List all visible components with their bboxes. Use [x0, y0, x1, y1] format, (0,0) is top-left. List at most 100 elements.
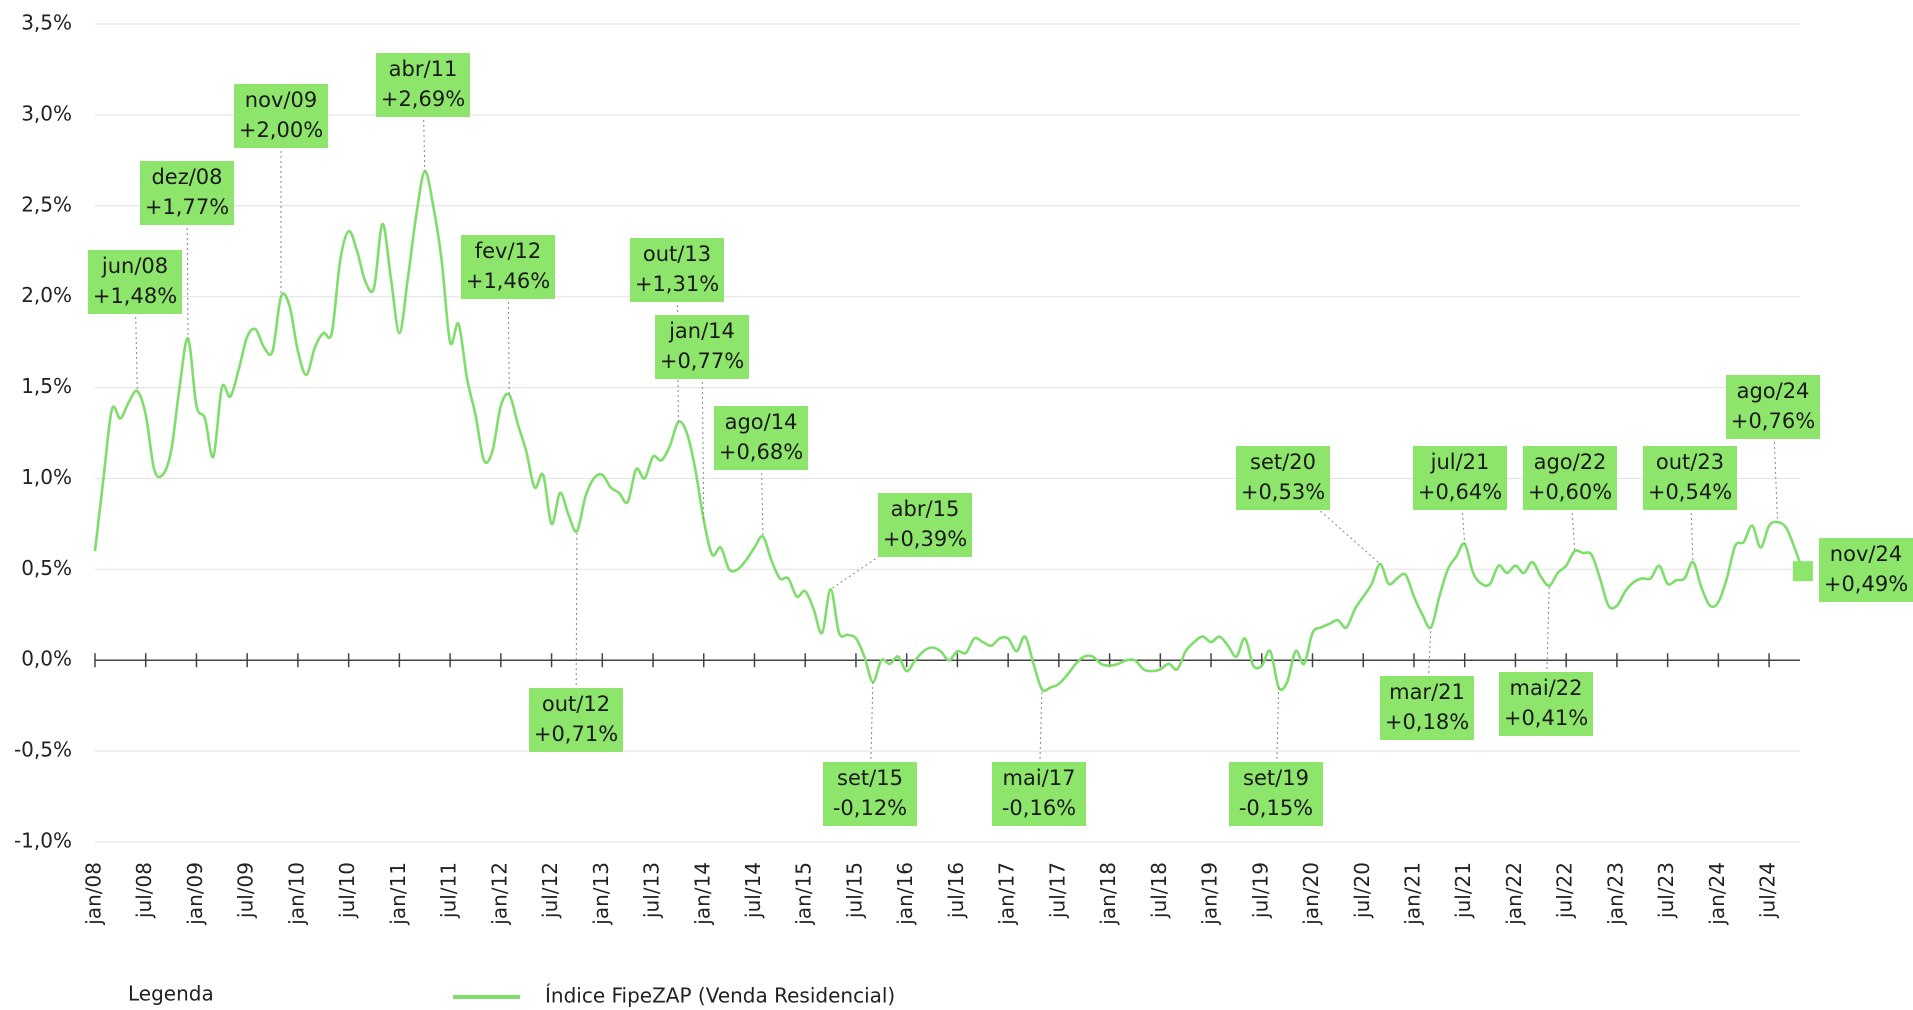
x-tick-label: jul/23: [1654, 862, 1678, 919]
annotation-label: ago/22: [1534, 450, 1607, 474]
annotation-box: [234, 84, 328, 148]
x-tick-label: jul/10: [335, 862, 359, 919]
x-tick-label: jan/12: [487, 862, 511, 926]
leader-line: [1772, 406, 1779, 523]
annotation-box: [1229, 762, 1323, 826]
annotation-box: [655, 315, 749, 379]
y-tick-label: 1,5%: [21, 374, 72, 398]
x-tick-label: jul/15: [842, 862, 866, 919]
annotation-value: -0,12%: [833, 796, 907, 820]
annotation-label: jan/14: [668, 319, 735, 343]
annotation-value: +1,46%: [466, 269, 550, 293]
annotation-value: +2,00%: [239, 118, 323, 142]
leader-line: [869, 682, 874, 795]
x-tick-label: jan/16: [893, 862, 917, 926]
annotation-label: out/13: [643, 242, 711, 266]
annotation-label: ago/24: [1737, 379, 1810, 403]
x-tick-label: jul/19: [1248, 862, 1272, 919]
annotation-value: +0,71%: [534, 722, 618, 746]
annotation-box: [878, 493, 972, 557]
annotation-box: [529, 688, 623, 752]
x-tick-label: jul/16: [944, 862, 968, 919]
annotation-box: [1413, 446, 1507, 510]
annotation-box: [88, 250, 182, 314]
annotation-box: [1643, 446, 1737, 510]
x-tick-label: jul/20: [1350, 862, 1374, 919]
annotation-value: +0,64%: [1418, 480, 1502, 504]
annotation-label: abr/15: [891, 497, 960, 521]
leader-line: [422, 84, 426, 172]
annotation-value: +0,77%: [660, 349, 744, 373]
x-tick-label: jan/13: [589, 862, 613, 926]
leader-line: [701, 346, 705, 521]
y-tick-label: -0,5%: [14, 738, 72, 762]
annotation-box: [1499, 672, 1593, 736]
x-tick-label: jan/18: [1096, 862, 1120, 926]
legend-title: Legenda: [128, 982, 214, 1006]
x-tick-label: jul/12: [538, 862, 562, 919]
annotation-label: nov/24: [1830, 542, 1902, 566]
annotation-box: [1523, 446, 1617, 510]
x-tick-label: jul/18: [1147, 862, 1171, 919]
annotation-value: +0,49%: [1824, 572, 1908, 596]
annotation-box: [823, 762, 917, 826]
annotation-value: +2,69%: [381, 87, 465, 111]
annotation-box: [630, 238, 724, 302]
annotation-value: +0,68%: [719, 440, 803, 464]
annotation-box: [992, 762, 1086, 826]
annotation-label: out/23: [1656, 450, 1724, 474]
annotation-value: +1,77%: [145, 195, 229, 219]
y-tick-label: 1,0%: [21, 465, 72, 489]
legend-label: Índice FipeZAP (Venda Residencial): [545, 984, 895, 1008]
annotation-label: set/20: [1250, 450, 1316, 474]
annotation-label: mai/17: [1003, 766, 1076, 790]
annotation-label: ago/14: [725, 410, 798, 434]
annotation-value: +0,41%: [1504, 706, 1588, 730]
x-tick-label: jan/21: [1400, 862, 1424, 926]
annotation-label: out/12: [542, 692, 610, 716]
annotation-label: abr/11: [389, 57, 458, 81]
annotation-label: jun/08: [101, 254, 168, 278]
annotation-box: [1236, 446, 1330, 510]
y-tick-label: 0,0%: [21, 647, 72, 671]
annotation-value: +0,60%: [1528, 480, 1612, 504]
leader-line: [1569, 477, 1576, 552]
x-tick-label: jan/15: [792, 862, 816, 926]
annotation-value: +1,31%: [635, 272, 719, 296]
annotation-label: fev/12: [475, 239, 542, 263]
annotation-box: [714, 406, 808, 470]
x-tick-label: jul/14: [741, 862, 765, 919]
x-tick-label: jan/22: [1502, 862, 1526, 926]
x-tick-label: jul/17: [1045, 862, 1069, 919]
annotation-label: mar/21: [1389, 680, 1465, 704]
annotation-label: nov/09: [245, 88, 317, 112]
y-tick-label: 3,0%: [21, 101, 72, 125]
y-tick-label: 2,5%: [21, 192, 72, 216]
annotation-label: dez/08: [151, 165, 222, 189]
annotation-value: +0,53%: [1241, 480, 1325, 504]
x-tick-label: jan/10: [284, 862, 308, 926]
x-tick-label: jul/08: [132, 862, 156, 919]
annotation-box: [1819, 538, 1913, 602]
annotation-label: set/19: [1243, 766, 1309, 790]
x-tick-label: jan/19: [1198, 862, 1222, 926]
annotation-value: +0,54%: [1648, 480, 1732, 504]
annotation-box: [376, 53, 470, 117]
annotation-box: [1726, 375, 1820, 439]
x-tick-label: jan/11: [386, 862, 410, 926]
leader-line: [1689, 477, 1694, 563]
annotation-value: +0,39%: [883, 527, 967, 551]
x-tick-label: jul/21: [1451, 862, 1475, 919]
annotation-box: [1380, 676, 1474, 740]
annotation-value: -0,16%: [1002, 796, 1076, 820]
y-tick-label: 3,5%: [21, 11, 72, 35]
leader-line: [1426, 627, 1432, 709]
x-tick-label: jul/24: [1756, 862, 1780, 919]
x-tick-label: jan/17: [995, 862, 1019, 926]
x-tick-label: jul/11: [437, 862, 461, 919]
x-tick-label: jul/22: [1553, 862, 1577, 919]
annotation-label: set/15: [837, 766, 903, 790]
annotation-value: +1,48%: [93, 284, 177, 308]
